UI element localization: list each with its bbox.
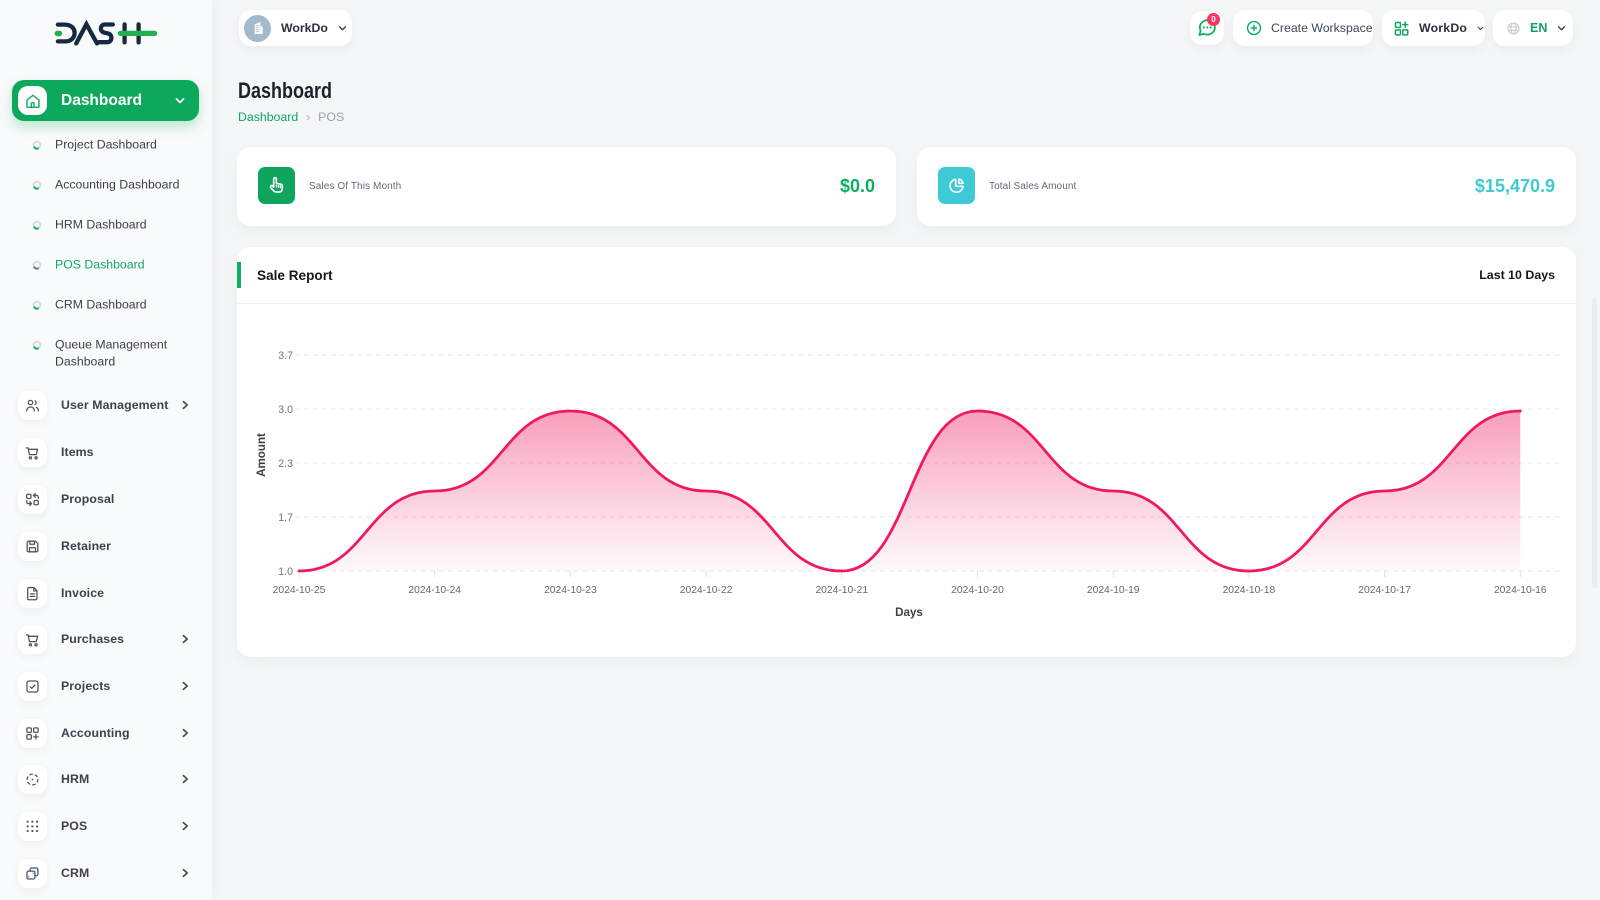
svg-text:2024-10-24: 2024-10-24 (408, 585, 461, 596)
svg-text:3.0: 3.0 (278, 404, 293, 416)
svg-text:2024-10-25: 2024-10-25 (273, 585, 326, 596)
svg-text:1.0: 1.0 (278, 566, 293, 578)
svg-text:2024-10-17: 2024-10-17 (1358, 585, 1411, 596)
svg-text:2024-10-16: 2024-10-16 (1494, 585, 1547, 596)
svg-text:2024-10-19: 2024-10-19 (1087, 585, 1140, 596)
svg-text:2024-10-21: 2024-10-21 (815, 585, 868, 596)
svg-text:3.7: 3.7 (278, 350, 293, 362)
svg-text:2024-10-20: 2024-10-20 (951, 585, 1004, 596)
svg-text:2024-10-22: 2024-10-22 (680, 585, 733, 596)
svg-text:Days: Days (895, 606, 923, 619)
svg-text:2024-10-18: 2024-10-18 (1223, 585, 1276, 596)
svg-text:2024-10-23: 2024-10-23 (544, 585, 597, 596)
svg-text:2.3: 2.3 (278, 458, 293, 470)
svg-text:Amount: Amount (255, 433, 268, 477)
svg-text:1.7: 1.7 (278, 512, 293, 524)
